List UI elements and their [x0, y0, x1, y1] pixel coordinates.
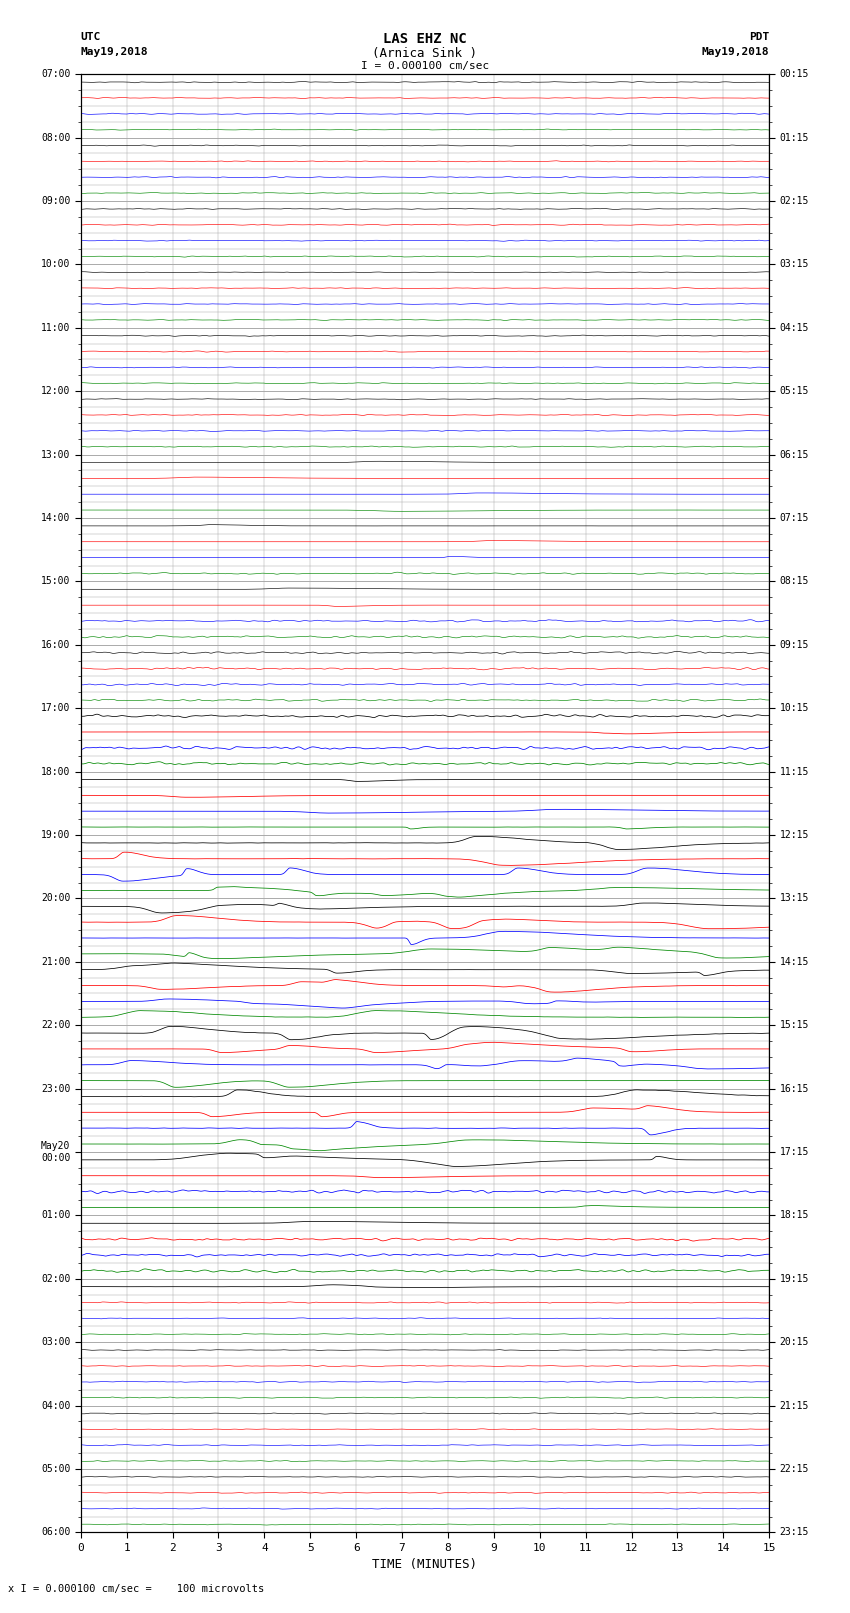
Text: (Arnica Sink ): (Arnica Sink ) [372, 47, 478, 60]
Text: UTC: UTC [81, 32, 101, 42]
X-axis label: TIME (MINUTES): TIME (MINUTES) [372, 1558, 478, 1571]
Text: May19,2018: May19,2018 [81, 47, 148, 56]
Text: x I = 0.000100 cm/sec =    100 microvolts: x I = 0.000100 cm/sec = 100 microvolts [8, 1584, 264, 1594]
Text: LAS EHZ NC: LAS EHZ NC [383, 32, 467, 47]
Text: May19,2018: May19,2018 [702, 47, 769, 56]
Text: I = 0.000100 cm/sec: I = 0.000100 cm/sec [361, 61, 489, 71]
Text: PDT: PDT [749, 32, 769, 42]
